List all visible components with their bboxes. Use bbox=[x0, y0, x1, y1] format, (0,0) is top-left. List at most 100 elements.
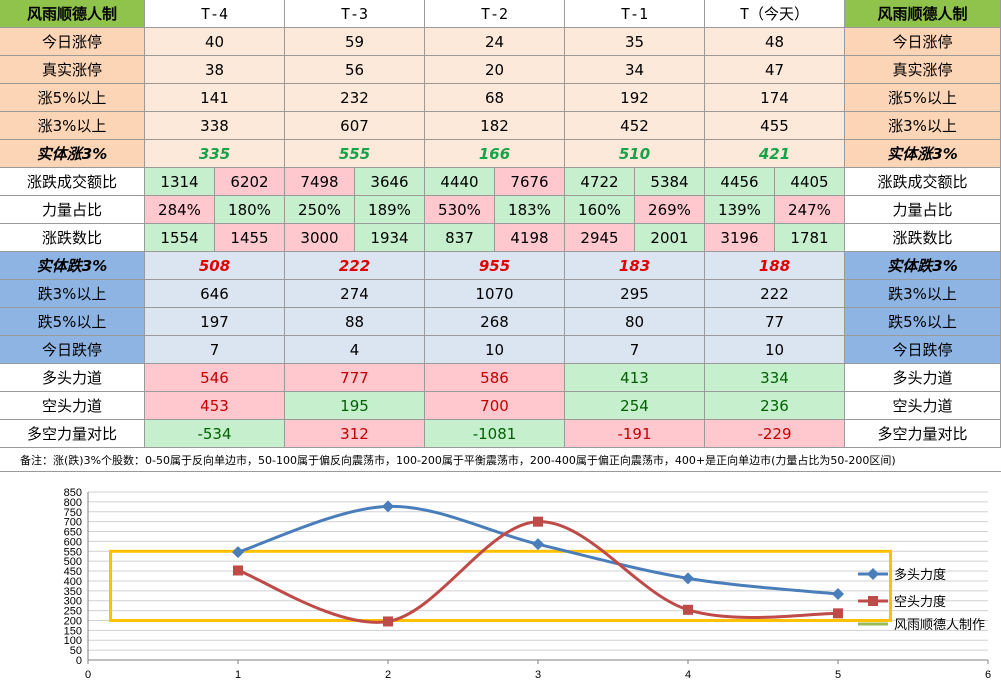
down-row-value: 274 bbox=[285, 280, 425, 308]
up-row-value: 174 bbox=[705, 84, 845, 112]
y-tick-label: 250 bbox=[64, 606, 82, 618]
day-header: T（今天） bbox=[705, 0, 845, 28]
series-line bbox=[237, 520, 839, 624]
down-row-value: 4 bbox=[285, 336, 425, 364]
solid-down-value: 508 bbox=[145, 252, 285, 280]
up-row-label-right: 涨3%以上 bbox=[845, 112, 1001, 140]
y-tick-label: 100 bbox=[64, 635, 82, 647]
force-row-value: 700 bbox=[425, 392, 565, 420]
up-row-value: 20 bbox=[425, 56, 565, 84]
data-point bbox=[833, 608, 843, 619]
down-row-value: 7 bbox=[565, 336, 705, 364]
pair-value-up: 4456 bbox=[705, 168, 775, 196]
data-point bbox=[683, 604, 693, 615]
legend-marker bbox=[867, 568, 879, 580]
day-header: T-1 bbox=[565, 0, 705, 28]
force-row-value: 453 bbox=[145, 392, 285, 420]
highlight-box bbox=[109, 549, 892, 622]
x-tick-label: 3 bbox=[535, 669, 541, 681]
pair-value-up: 3196 bbox=[705, 224, 775, 252]
data-point bbox=[232, 546, 244, 559]
up-row-label: 真实涨停 bbox=[0, 56, 145, 84]
day-header: T-3 bbox=[285, 0, 425, 28]
y-tick-label: 450 bbox=[64, 566, 82, 578]
solid-down-value: 955 bbox=[425, 252, 565, 280]
pair-value-down: 269% bbox=[635, 196, 705, 224]
pair-row-label-right: 力量占比 bbox=[845, 196, 1001, 224]
up-row-value: 40 bbox=[145, 28, 285, 56]
pair-value-down: 247% bbox=[775, 196, 845, 224]
pair-value-down: 183% bbox=[495, 196, 565, 224]
solid-up-label-right: 实体涨3% bbox=[845, 140, 1001, 168]
up-row-value: 68 bbox=[425, 84, 565, 112]
force-row-value: 586 bbox=[425, 364, 565, 392]
pair-value-up: 1314 bbox=[145, 168, 215, 196]
up-row-value: 34 bbox=[565, 56, 705, 84]
down-row-value: 295 bbox=[565, 280, 705, 308]
data-point bbox=[233, 565, 243, 576]
pair-value-up: 139% bbox=[705, 196, 775, 224]
down-row-label-right: 今日跌停 bbox=[845, 336, 1001, 364]
data-point bbox=[682, 572, 694, 585]
force-row-value: -1081 bbox=[425, 420, 565, 448]
force-row-value: 777 bbox=[285, 364, 425, 392]
down-row-label: 跌5%以上 bbox=[0, 308, 145, 336]
force-row-value: 236 bbox=[705, 392, 845, 420]
up-row-label: 涨3%以上 bbox=[0, 112, 145, 140]
brand-label-left: 风雨顺德人制 bbox=[0, 0, 145, 28]
pair-value-down: 189% bbox=[355, 196, 425, 224]
pair-value-up: 1554 bbox=[145, 224, 215, 252]
y-tick-label: 300 bbox=[64, 596, 82, 608]
data-point bbox=[383, 616, 393, 627]
pair-value-down: 1455 bbox=[215, 224, 285, 252]
y-tick-label: 350 bbox=[64, 586, 82, 598]
pair-value-down: 2001 bbox=[635, 224, 705, 252]
pair-value-down: 3646 bbox=[355, 168, 425, 196]
force-row-label: 多头力道 bbox=[0, 364, 145, 392]
force-row-value: 254 bbox=[565, 392, 705, 420]
up-row-value: 24 bbox=[425, 28, 565, 56]
y-tick-label: 400 bbox=[64, 576, 82, 588]
legend-label: 多头力度 bbox=[894, 567, 946, 583]
y-tick-label: 700 bbox=[64, 517, 82, 529]
solid-up-value: 510 bbox=[565, 140, 705, 168]
legend-marker bbox=[868, 596, 878, 606]
force-row-value: -191 bbox=[565, 420, 705, 448]
pair-row-label: 力量占比 bbox=[0, 196, 145, 224]
down-row-value: 10 bbox=[425, 336, 565, 364]
solid-up-value: 335 bbox=[145, 140, 285, 168]
up-row-value: 47 bbox=[705, 56, 845, 84]
y-tick-label: 800 bbox=[64, 497, 82, 509]
up-row-label-right: 涨5%以上 bbox=[845, 84, 1001, 112]
solid-up-label: 实体涨3% bbox=[0, 140, 145, 168]
pair-value-down: 4405 bbox=[775, 168, 845, 196]
day-header: T-2 bbox=[425, 0, 565, 28]
down-row-value: 222 bbox=[705, 280, 845, 308]
solid-up-value: 555 bbox=[285, 140, 425, 168]
pair-value-up: 3000 bbox=[285, 224, 355, 252]
y-tick-label: 50 bbox=[70, 645, 82, 657]
down-row-label: 今日跌停 bbox=[0, 336, 145, 364]
pair-value-up: 530% bbox=[425, 196, 495, 224]
pair-value-down: 7676 bbox=[495, 168, 565, 196]
pair-value-down: 1934 bbox=[355, 224, 425, 252]
force-row-value: 312 bbox=[285, 420, 425, 448]
down-row-value: 7 bbox=[145, 336, 285, 364]
up-row-value: 59 bbox=[285, 28, 425, 56]
pair-row-label-right: 涨跌成交额比 bbox=[845, 168, 1001, 196]
down-row-value: 10 bbox=[705, 336, 845, 364]
up-row-value: 48 bbox=[705, 28, 845, 56]
y-tick-label: 850 bbox=[64, 487, 82, 499]
data-point bbox=[832, 587, 844, 600]
x-tick-label: 6 bbox=[985, 669, 991, 681]
pair-row-label: 涨跌数比 bbox=[0, 224, 145, 252]
up-row-value: 452 bbox=[565, 112, 705, 140]
down-row-value: 268 bbox=[425, 308, 565, 336]
up-row-label: 涨5%以上 bbox=[0, 84, 145, 112]
force-row-value: -229 bbox=[705, 420, 845, 448]
force-row-value: -534 bbox=[145, 420, 285, 448]
up-row-value: 38 bbox=[145, 56, 285, 84]
solid-up-value: 421 bbox=[705, 140, 845, 168]
pair-row-label-right: 涨跌数比 bbox=[845, 224, 1001, 252]
force-row-value: 195 bbox=[285, 392, 425, 420]
